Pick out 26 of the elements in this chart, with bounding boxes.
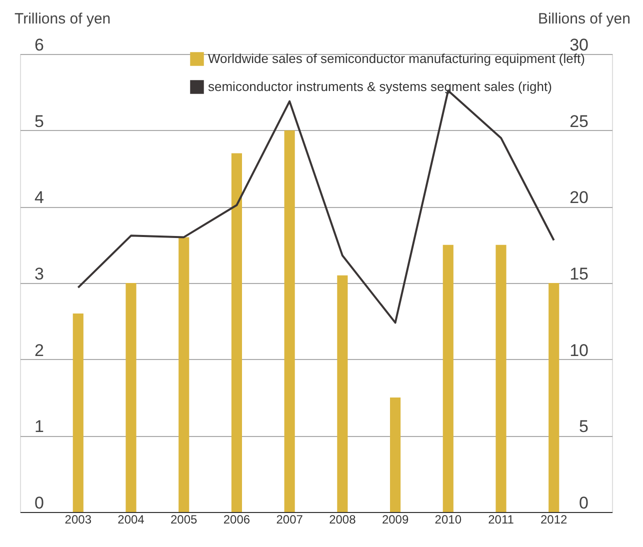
y2-tick-label: 25 xyxy=(570,112,588,131)
y-tick-label: 3 xyxy=(34,264,44,284)
y-tick-label: 4 xyxy=(34,188,44,208)
x-tick-label: 2004 xyxy=(118,512,145,526)
y-axis-title: Trillions of yen xyxy=(14,10,111,28)
legend-label: semiconductor instruments & systems segment sales (right) xyxy=(208,79,552,94)
y2-axis-title: Billions of yen xyxy=(538,10,630,28)
y2-tick-label: 10 xyxy=(570,340,588,360)
x-tick-label: 2011 xyxy=(488,512,514,526)
x-tick-label: 2003 xyxy=(64,512,92,526)
x-tick-label: 2006 xyxy=(223,512,250,526)
y-tick-label: 0 xyxy=(34,494,44,512)
x-tick-label: 2007 xyxy=(276,512,304,526)
x-tick-label: 2005 xyxy=(170,512,198,526)
x-tick-label: 2008 xyxy=(329,512,356,526)
x-tick-label: 2012 xyxy=(540,512,568,526)
y2-tick-label: 0 xyxy=(579,494,588,512)
y2-tick-label: 15 xyxy=(570,264,588,284)
y2-tick-label: 5 xyxy=(579,417,588,436)
x-tick-label: 2009 xyxy=(382,512,409,526)
y-tick-label: 2 xyxy=(34,340,44,360)
y-tick-label: 6 xyxy=(34,36,44,54)
y-tick-label: 5 xyxy=(34,112,44,131)
x-tick-label: 2010 xyxy=(434,512,462,526)
y-tick-label: 1 xyxy=(34,417,44,436)
y2-tick-label: 20 xyxy=(570,188,588,208)
